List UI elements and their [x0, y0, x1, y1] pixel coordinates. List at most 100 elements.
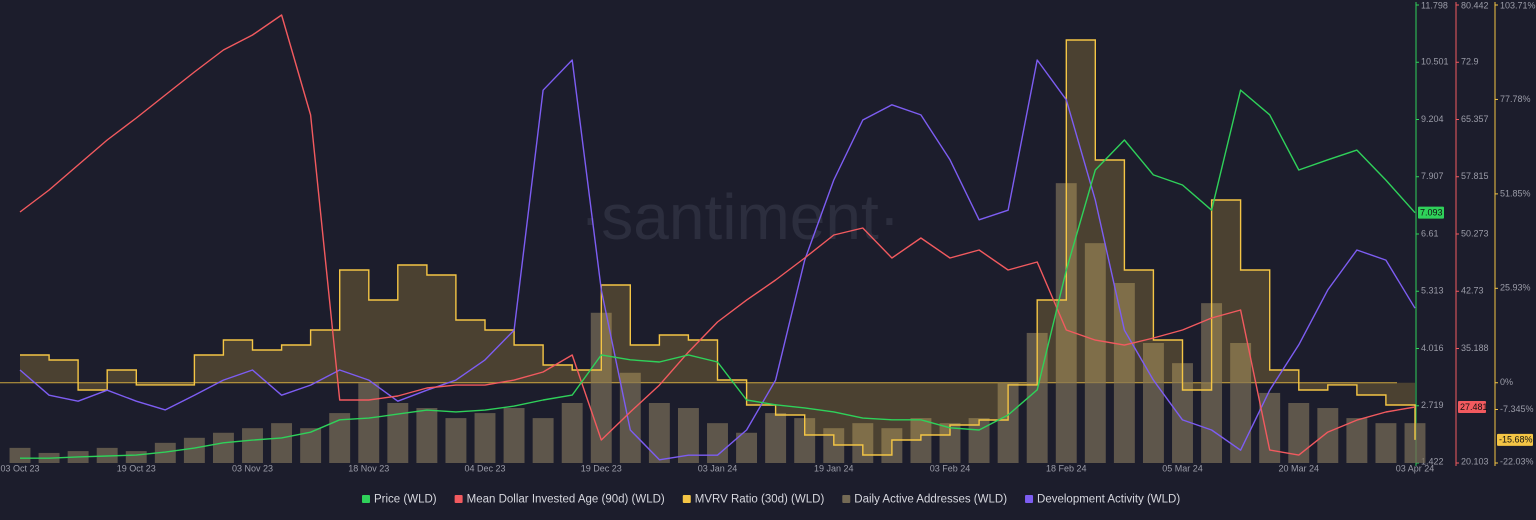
y-tick-label: 20.103 — [1461, 456, 1489, 466]
bar — [300, 428, 322, 463]
y-tick-label: 80.442 — [1461, 0, 1489, 10]
legend-text: Development Activity (WLD) — [1037, 494, 1180, 506]
x-tick-label: 19 Oct 23 — [117, 463, 156, 473]
legend-swatch — [454, 495, 463, 503]
fill-layer — [20, 40, 1415, 455]
bar — [125, 451, 147, 463]
y-tick-label: 57.815 — [1461, 171, 1489, 181]
bar — [329, 413, 351, 463]
legend-swatch — [682, 495, 691, 503]
bar — [648, 403, 670, 463]
y-tick-label: 0% — [1500, 377, 1513, 387]
value-badge — [1497, 433, 1533, 446]
series-line — [19, 14, 1416, 456]
bar — [939, 423, 961, 463]
bar — [183, 437, 205, 463]
x-tick-label: 05 Mar 24 — [1162, 463, 1203, 473]
y-tick-label: 11.798 — [1421, 0, 1448, 10]
y-tick-label: 4.016 — [1421, 343, 1444, 353]
bar — [707, 423, 728, 463]
value-badge — [1458, 400, 1486, 413]
bar — [1259, 392, 1281, 463]
legend-text: Price (WLD) — [374, 494, 437, 506]
y-tick-label: 9.204 — [1421, 114, 1444, 124]
legend-text: Mean Dollar Invested Age (90d) (WLD) — [467, 494, 665, 506]
bar — [154, 442, 176, 463]
bar — [503, 408, 525, 463]
legend-swatch — [842, 495, 851, 503]
y-tick-label: -7.345% — [1500, 404, 1534, 414]
y-tick-label: 103.71% — [1500, 0, 1536, 10]
bar — [765, 413, 787, 463]
x-tick-label: 20 Mar 24 — [1278, 463, 1319, 473]
legend-text: Daily Active Addresses (WLD) — [854, 494, 1007, 506]
bar — [1346, 418, 1368, 463]
y-tick-label: 5.313 — [1421, 286, 1444, 296]
bar — [1404, 423, 1426, 463]
bar — [619, 372, 641, 463]
line-layer — [19, 14, 1416, 461]
y-tick-label: 77.78% — [1500, 94, 1531, 104]
bar — [852, 423, 874, 463]
bar — [794, 418, 816, 463]
value-badge — [1418, 206, 1444, 219]
y-tick-label: 7.907 — [1421, 171, 1444, 181]
y-tick-label: 6.61 — [1421, 228, 1439, 238]
bar — [736, 432, 758, 463]
value-badge-label: 27.481 — [1460, 402, 1488, 412]
bar — [1230, 343, 1252, 463]
x-tick-label: 03 Nov 23 — [232, 463, 273, 473]
bar — [532, 418, 554, 463]
bar — [1375, 423, 1397, 463]
bar — [387, 403, 409, 463]
bar — [1317, 408, 1339, 463]
x-tick-label: 04 Dec 23 — [464, 463, 505, 473]
y-tick-label: 2.719 — [1421, 400, 1444, 410]
y-tick-label: 25.93% — [1500, 283, 1531, 293]
y-tick-label: 35.188 — [1461, 343, 1489, 353]
y-tick-label: 50.273 — [1461, 228, 1489, 238]
bar — [1172, 363, 1193, 463]
y-tick-label: 51.85% — [1500, 188, 1531, 198]
legend-swatch — [1025, 495, 1034, 503]
x-tick-label: 03 Apr 24 — [1396, 463, 1435, 473]
y-tick-label: 10.501 — [1421, 57, 1449, 67]
area-fill — [20, 40, 1415, 455]
value-badge-label: -15.68% — [1499, 435, 1533, 445]
x-tick-label: 03 Jan 24 — [698, 463, 738, 473]
bar — [242, 428, 263, 463]
bar — [1142, 343, 1164, 463]
bar — [997, 382, 1019, 463]
watermark: ·santiment· — [580, 181, 900, 253]
legend: Price (WLD) Mean Dollar Invested Age (90d… — [362, 494, 1180, 506]
y-tick-label: 72.9 — [1461, 57, 1479, 67]
x-tick-label: 19 Jan 24 — [814, 463, 854, 473]
legend-swatch — [362, 495, 370, 503]
x-tick-label: 18 Nov 23 — [348, 463, 389, 473]
bar — [358, 382, 380, 463]
x-tick-label: 03 Oct 23 — [0, 463, 39, 473]
y-tick-label: 65.357 — [1461, 114, 1489, 124]
y-tick-label: 42.73 — [1461, 286, 1484, 296]
y-tick-label: -22.03% — [1500, 456, 1534, 466]
bar — [271, 423, 293, 463]
bar — [9, 447, 31, 463]
value-badge-label: 7.093 — [1420, 208, 1443, 218]
bar — [1084, 243, 1106, 463]
bar — [1288, 403, 1310, 463]
bar — [445, 418, 467, 463]
legend-text: MVRV Ratio (30d) (WLD) — [695, 494, 825, 506]
bar — [561, 403, 583, 463]
bar — [474, 413, 496, 463]
bar — [677, 408, 699, 463]
bar — [212, 432, 234, 463]
series-line — [20, 89, 1416, 459]
x-tick-label: 18 Feb 24 — [1046, 463, 1087, 473]
y-tick-label: 1.422 — [1421, 456, 1444, 466]
x-tick-label: 03 Feb 24 — [930, 463, 971, 473]
x-tick-label: 19 Dec 23 — [581, 463, 622, 473]
bar — [416, 408, 438, 463]
series-line — [19, 59, 1416, 461]
